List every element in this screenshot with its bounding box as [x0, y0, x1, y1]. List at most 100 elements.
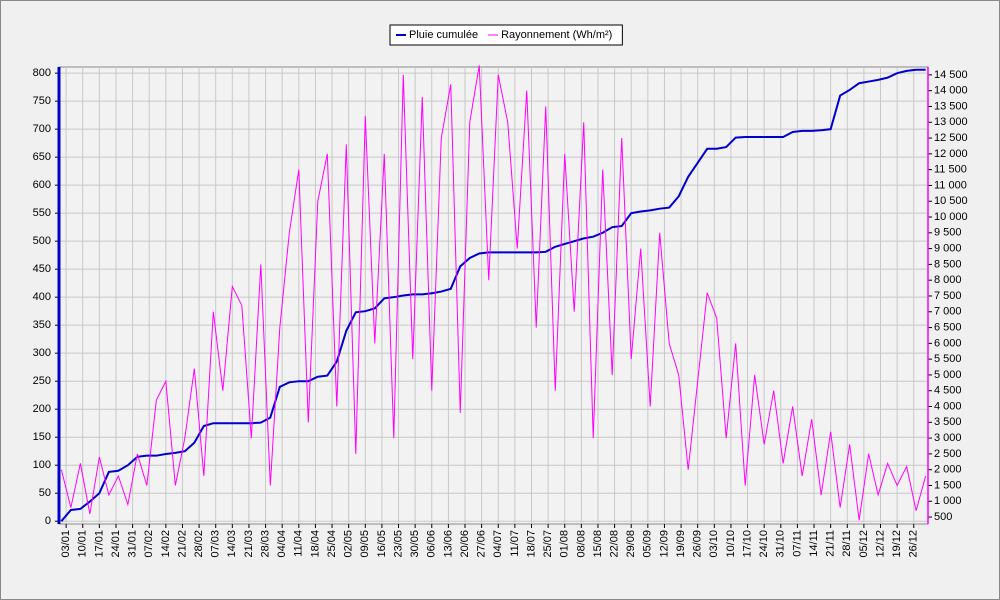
x-tick-label: 05/12: [858, 530, 870, 558]
x-tick-label: 11/04: [293, 530, 305, 557]
y-tick-label: 150: [33, 431, 51, 443]
y-tick-label: 100: [33, 459, 51, 471]
y2-tick-label: 12 000: [934, 148, 968, 160]
x-tick-label: 18/04: [309, 530, 321, 558]
x-tick-label: 04/07: [492, 530, 504, 558]
y2-tick-label: 9 000: [934, 243, 962, 255]
y-tick-label: 650: [33, 151, 51, 163]
y-tick-label: 500: [33, 235, 51, 247]
x-tick-label: 25/07: [542, 530, 554, 558]
y2-tick-label: 14 500: [934, 69, 968, 81]
x-tick-label: 03/10: [708, 530, 720, 558]
x-tick-label: 28/11: [841, 530, 853, 557]
y-tick-label: 550: [33, 207, 51, 219]
y2-tick-label: 10 000: [934, 211, 968, 223]
x-tick-label: 14/11: [808, 530, 820, 557]
x-tick-label: 21/11: [825, 530, 837, 557]
x-tick-label: 14/03: [226, 530, 238, 558]
y2-tick-label: 3 000: [934, 432, 962, 444]
x-tick-label: 24/01: [110, 530, 122, 558]
x-tick-label: 07/02: [143, 530, 155, 558]
x-tick-label: 31/10: [775, 530, 787, 558]
y-tick-label: 400: [33, 291, 51, 303]
series-line: [60, 65, 927, 521]
x-tick-label: 23/05: [392, 530, 404, 558]
y2-tick-label: 1 500: [934, 479, 962, 491]
x-tick-label: 14/02: [160, 530, 172, 558]
x-tick-label: 18/07: [525, 530, 537, 558]
y2-tick-label: 5 500: [934, 353, 962, 365]
y2-tick-label: 8 000: [934, 274, 962, 286]
x-tick-label: 02/05: [343, 530, 355, 558]
x-tick-label: 31/01: [127, 530, 139, 558]
y2-tick-label: 7 500: [934, 290, 962, 302]
x-tick-label: 09/05: [359, 530, 371, 558]
y2-tick-label: 6 500: [934, 321, 962, 333]
y2-tick-label: 1 000: [934, 495, 962, 507]
y-tick-label: 200: [33, 403, 51, 415]
y2-tick-label: 2 000: [934, 464, 962, 476]
x-tick-label: 10/10: [725, 530, 737, 558]
y2-tick-label: 12 500: [934, 132, 968, 144]
x-tick-label: 12/12: [874, 530, 886, 558]
legend: [389, 24, 623, 46]
x-tick-label: 27/06: [476, 530, 488, 558]
y2-tick-label: 11 500: [934, 164, 967, 176]
y-tick-label: 250: [33, 375, 51, 387]
x-tick-label: 26/12: [908, 530, 920, 558]
y-tick-label: 450: [33, 263, 51, 275]
x-tick-label: 06/06: [426, 530, 438, 558]
y2-tick-label: 500: [934, 511, 952, 523]
x-tick-label: 26/09: [692, 530, 704, 558]
y2-tick-label: 3 500: [934, 416, 962, 428]
x-tick-label: 30/05: [409, 530, 421, 558]
y-tick-label: 50: [39, 487, 51, 499]
y2-tick-label: 4 000: [934, 400, 962, 412]
x-tick-label: 07/11: [791, 530, 803, 557]
y-tick-label: 800: [33, 67, 51, 79]
y2-tick-label: 11 000: [934, 179, 967, 191]
y2-tick-label: 13 000: [934, 116, 968, 128]
x-tick-label: 28/03: [259, 530, 271, 558]
y-tick-label: 0: [45, 515, 51, 527]
y-tick-label: 300: [33, 347, 51, 359]
x-tick-label: 21/02: [176, 530, 188, 558]
y2-tick-label: 6 000: [934, 337, 962, 349]
y2-tick-label: 10 500: [934, 195, 968, 207]
x-tick-label: 11/07: [509, 530, 521, 557]
x-tick-label: 21/03: [243, 530, 255, 558]
y-tick-label: 700: [33, 123, 51, 135]
x-tick-label: 05/09: [642, 530, 654, 558]
x-tick-label: 13/06: [442, 530, 454, 558]
x-tick-label: 25/04: [326, 530, 338, 558]
x-tick-label: 04/04: [276, 530, 288, 558]
x-tick-label: 16/05: [376, 530, 388, 558]
x-tick-label: 28/02: [193, 530, 205, 558]
y2-tick-label: 7 000: [934, 306, 962, 318]
series-line: [60, 68, 926, 522]
x-tick-label: 17/01: [93, 530, 105, 558]
y-tick-label: 350: [33, 319, 51, 331]
plot-area: [58, 66, 929, 525]
x-tick-label: 19/09: [675, 530, 687, 558]
y2-tick-label: 14 000: [934, 85, 968, 97]
x-tick-label: 24/10: [758, 530, 770, 558]
y2-tick-label: 4 500: [934, 385, 962, 397]
x-tick-label: 22/08: [608, 530, 620, 558]
x-tick-label: 17/10: [741, 530, 753, 558]
x-tick-label: 08/08: [575, 530, 587, 558]
x-tick-label: 12/09: [658, 530, 670, 558]
y-tick-label: 600: [33, 179, 51, 191]
x-tick-label: 10/01: [77, 530, 89, 558]
legend-label: Pluie cumulée: [409, 29, 478, 41]
x-tick-label: 19/12: [891, 530, 903, 558]
y2-tick-label: 13 500: [934, 100, 968, 112]
y2-tick-label: 2 500: [934, 448, 962, 460]
x-tick-label: 03/01: [60, 530, 72, 558]
legend-label: Rayonnement (Wh/m²): [501, 29, 612, 41]
y2-tick-label: 9 500: [934, 227, 962, 239]
x-tick-label: 29/08: [625, 530, 637, 558]
x-tick-label: 20/06: [459, 530, 471, 558]
x-tick-label: 01/08: [559, 530, 571, 558]
